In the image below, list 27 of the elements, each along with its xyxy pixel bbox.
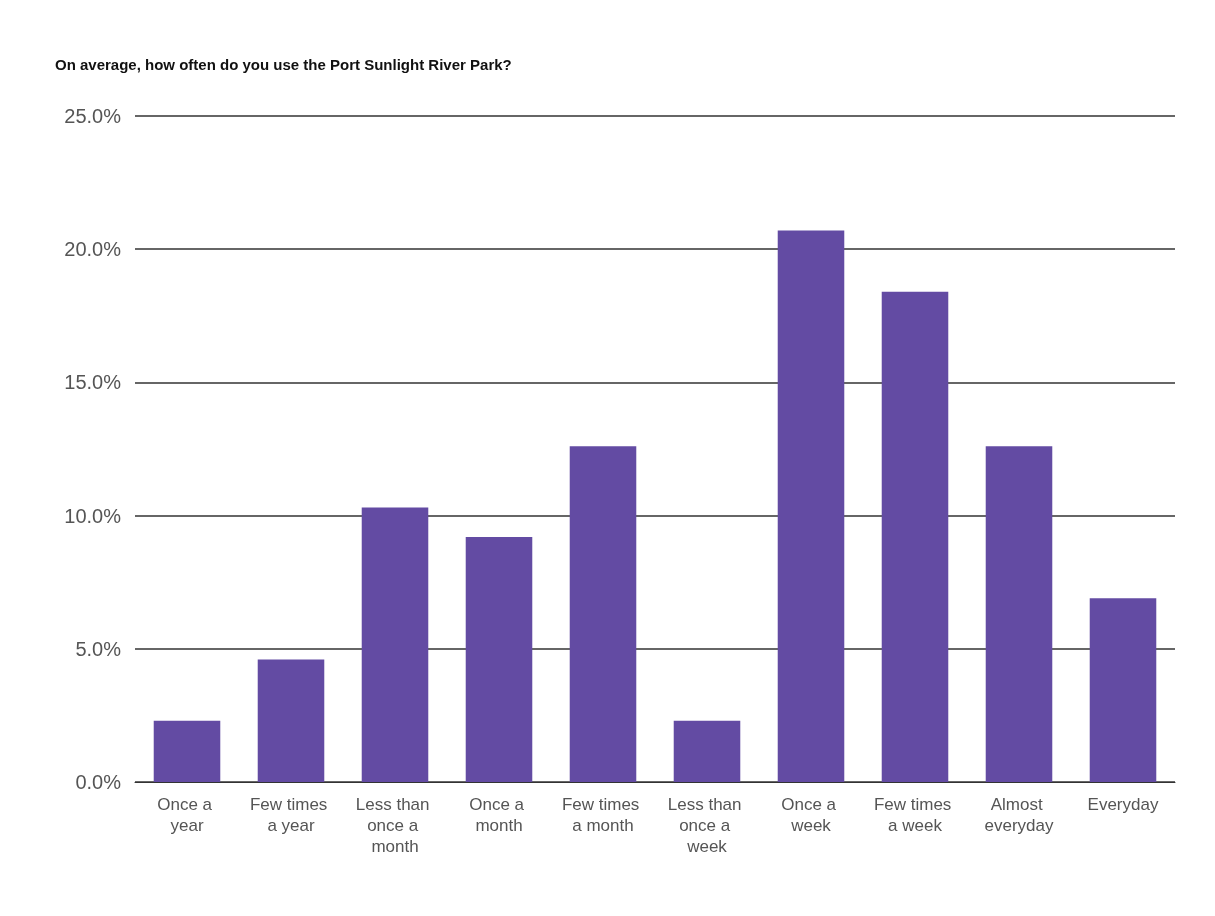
- y-tick-label: 10.0%: [64, 504, 122, 527]
- bar: [361, 507, 429, 782]
- y-tick-label: 0.0%: [75, 771, 122, 793]
- x-tick-label: Few times a week: [873, 795, 957, 835]
- y-tick-label: 25.0%: [64, 105, 122, 127]
- x-tick-label: Less than once a week: [667, 795, 747, 856]
- x-tick-label: Few times a month: [561, 795, 645, 835]
- bar: [569, 446, 637, 782]
- y-tick-label: 20.0%: [64, 238, 122, 261]
- bar: [985, 446, 1053, 782]
- x-tick-label: Once a month: [469, 795, 529, 835]
- chart-title: On average, how often do you use the Port Sunlight River Park?: [55, 56, 512, 73]
- x-tick-label: Once a year: [157, 795, 217, 835]
- bar: [257, 659, 325, 782]
- x-tick-label: Few times a year: [249, 795, 333, 835]
- x-tick-label: Once a week: [781, 795, 841, 835]
- x-tick-label: Everyday: [1087, 795, 1159, 814]
- y-tick-label: 5.0%: [75, 637, 122, 660]
- bar: [777, 230, 845, 782]
- x-tick-label: Almost everyday: [984, 795, 1054, 835]
- y-tick-label: 15.0%: [64, 371, 122, 394]
- bar: [1089, 598, 1157, 782]
- bar: [881, 291, 949, 782]
- bar: [465, 536, 533, 782]
- bar: [673, 720, 741, 782]
- bar: [153, 720, 221, 782]
- x-tick-label: Less than once a month: [355, 795, 435, 856]
